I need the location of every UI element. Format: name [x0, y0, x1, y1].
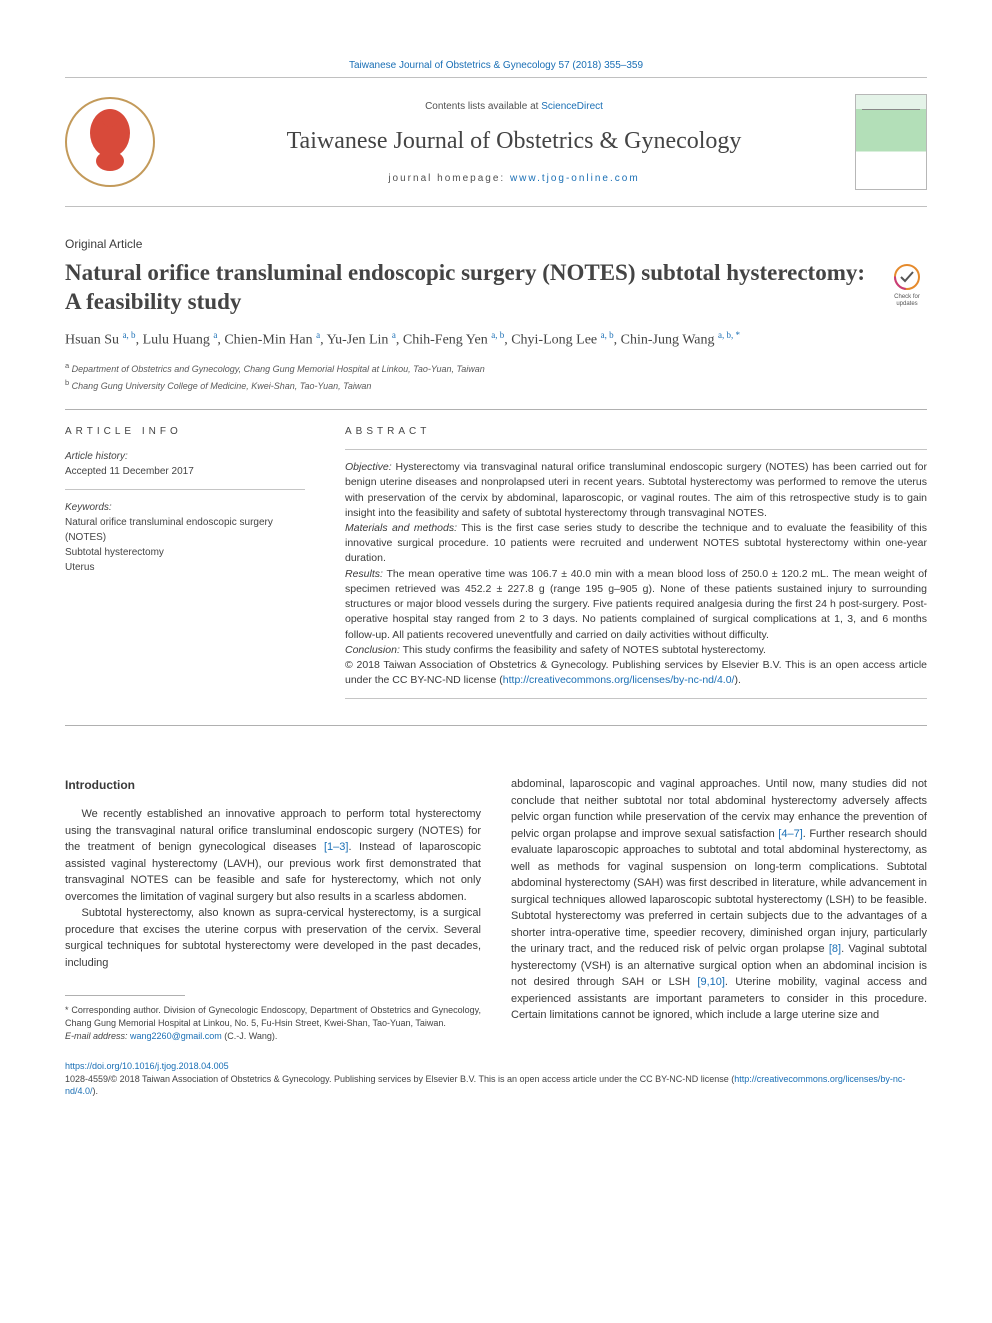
abstract-body: Objective: Hysterectomy via transvaginal… — [345, 460, 927, 688]
contents-available: Contents lists available at ScienceDirec… — [173, 101, 855, 112]
doi-link[interactable]: https://doi.org/10.1016/j.tjog.2018.04.0… — [65, 1061, 229, 1071]
citation-link[interactable]: [8] — [829, 943, 841, 955]
divider — [65, 409, 927, 410]
corresponding-author: * Corresponding author. Division of Gyne… — [65, 1004, 481, 1042]
journal-homepage: journal homepage: www.tjog-online.com — [173, 173, 855, 184]
journal-title: Taiwanese Journal of Obstetrics & Gyneco… — [173, 128, 855, 155]
check-updates-badge[interactable]: Check for updates — [887, 263, 927, 307]
article-type: Original Article — [65, 237, 927, 251]
article-info-head: ARTICLE INFO — [65, 426, 305, 437]
license-link[interactable]: http://creativecommons.org/licenses/by-n… — [503, 674, 735, 686]
divider — [345, 698, 927, 699]
keywords-block: Keywords: Natural orifice transluminal e… — [65, 500, 305, 575]
abstract-head: ABSTRACT — [345, 426, 927, 437]
body-text: Introduction We recently established an … — [65, 776, 927, 1042]
authors-list: Hsuan Su a, b, Lulu Huang a, Chien-Min H… — [65, 329, 927, 351]
journal-cover-thumb — [855, 94, 927, 190]
divider — [65, 489, 305, 490]
journal-header: Contents lists available at ScienceDirec… — [65, 77, 927, 207]
paper-title: Natural orifice transluminal endoscopic … — [65, 259, 871, 317]
citation-link[interactable]: [9,10] — [697, 976, 725, 988]
footer-block: https://doi.org/10.1016/j.tjog.2018.04.0… — [65, 1060, 927, 1098]
affiliations: a Department of Obstetrics and Gynecolog… — [65, 360, 927, 393]
intro-heading: Introduction — [65, 776, 481, 794]
society-logo — [65, 97, 155, 187]
citation-link[interactable]: [1–3] — [324, 841, 348, 853]
email-link[interactable]: wang2260@gmail.com — [130, 1031, 222, 1041]
citation-link[interactable]: [4–7] — [778, 828, 802, 840]
homepage-link[interactable]: www.tjog-online.com — [510, 173, 640, 184]
article-history: Article history: Accepted 11 December 20… — [65, 449, 305, 479]
divider — [345, 449, 927, 450]
divider — [65, 995, 185, 996]
citation-header: Taiwanese Journal of Obstetrics & Gyneco… — [65, 60, 927, 71]
sciencedirect-link[interactable]: ScienceDirect — [541, 101, 603, 112]
divider — [65, 725, 927, 726]
